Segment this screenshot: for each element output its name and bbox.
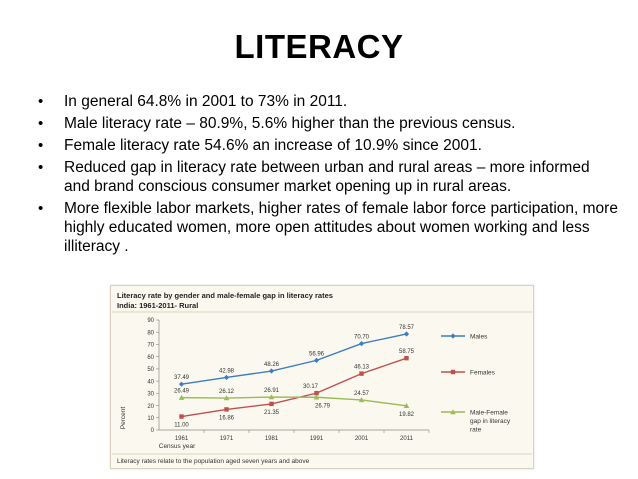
- legend-marker: [450, 369, 456, 375]
- y-axis-label: Percent: [120, 407, 127, 430]
- data-label: 26.12: [219, 389, 235, 395]
- y-tick-label: 50: [147, 367, 154, 373]
- data-label: 46.13: [354, 365, 370, 371]
- chart-subtitle: India: 1961-2011- Rural: [117, 301, 198, 310]
- chart-footnote: Literacy rates relate to the population …: [117, 458, 310, 465]
- y-tick-label: 60: [147, 355, 154, 361]
- series-line-0: [181, 333, 407, 385]
- bullet-text: Male literacy rate – 80.9%, 5.6% higher …: [64, 115, 516, 132]
- slide-title: LITERACY: [234, 28, 404, 65]
- data-point: [179, 414, 184, 419]
- data-point: [223, 395, 230, 401]
- data-point: [269, 401, 274, 407]
- data-label: 37.49: [174, 375, 190, 381]
- x-tick-label: 1991: [310, 436, 324, 442]
- chart-title: Literacy rate by gender and male-female …: [117, 291, 333, 300]
- data-label: 16.86: [219, 415, 235, 421]
- bullet-dot-icon: •: [38, 115, 44, 132]
- bullet-text: In general 64.8% in 2001 to 73% in 2011.: [64, 93, 348, 110]
- legend-marker: [450, 409, 456, 415]
- x-tick-label: 2011: [400, 436, 414, 442]
- y-tick-label: 40: [147, 379, 154, 385]
- series-line-2: [181, 396, 407, 407]
- data-label: 26.91: [264, 388, 280, 394]
- data-point: [403, 331, 410, 337]
- data-point: [313, 394, 320, 400]
- bullet-dot-icon: •: [38, 137, 44, 154]
- data-label: 19.82: [399, 412, 415, 418]
- data-label: 78.57: [399, 325, 415, 331]
- legend-label: Males: [470, 333, 488, 340]
- bullet-item: • Female literacy rate 54.6% an increase …: [38, 136, 618, 155]
- bullet-item: • Male literacy rate – 80.9%, 5.6% higher…: [38, 114, 618, 133]
- literacy-chart-figure: Literacy rate by gender and male-female …: [110, 285, 534, 469]
- data-label: 30.17: [303, 384, 319, 390]
- bullet-text: Reduced gap in literacy rate between urb…: [64, 159, 590, 195]
- data-point: [359, 371, 364, 376]
- plot-area: 0 10 20 30 40 50 60 70 80 90 1961 1971 1981 1991 2001 2…: [147, 318, 511, 442]
- legend-label: Females: [470, 369, 496, 376]
- bullet-dot-icon: •: [38, 200, 44, 217]
- legend-marker: [450, 333, 456, 339]
- bullet-dot-icon: •: [38, 93, 44, 110]
- bullet-list: • In general 64.8% in 2001 to 73% in 2011…: [38, 92, 618, 259]
- bullet-dot-icon: •: [38, 159, 44, 176]
- bullet-text: More flexible labor markets, higher rate…: [64, 200, 618, 255]
- y-tick-label: 80: [147, 330, 154, 336]
- x-tick-label: 1961: [175, 436, 189, 442]
- y-tick-label: 10: [147, 416, 154, 422]
- data-point: [314, 390, 319, 396]
- bullet-item: • More flexible labor markets, higher rat…: [38, 199, 618, 256]
- y-tick-label: 70: [147, 343, 154, 349]
- x-axis-label: Census year: [159, 443, 196, 450]
- data-point: [178, 381, 185, 387]
- legend-label: rate: [470, 426, 482, 433]
- bullet-item: • Reduced gap in literacy rate between ur…: [38, 158, 618, 196]
- data-label: 21.35: [264, 410, 280, 416]
- data-label: 56.96: [309, 351, 325, 357]
- bullet-text: Female literacy rate 54.6% an increase o…: [64, 137, 482, 154]
- x-tick-label: 1981: [265, 436, 279, 442]
- data-point: [403, 402, 410, 408]
- data-point: [268, 394, 275, 400]
- data-label: 70.70: [354, 335, 370, 341]
- data-point: [268, 368, 275, 374]
- data-label: 26.49: [174, 389, 190, 395]
- data-label: 26.79: [315, 403, 331, 409]
- data-label: 48.26: [264, 362, 280, 368]
- data-label: 42.98: [219, 368, 235, 374]
- data-point: [224, 407, 229, 412]
- data-label: 11.00: [174, 423, 189, 429]
- legend-label: Male-Female: [470, 409, 508, 416]
- x-tick-label: 2001: [355, 436, 369, 442]
- data-label: 58.75: [399, 349, 415, 355]
- bullet-item: • In general 64.8% in 2001 to 73% in 2011…: [38, 92, 618, 111]
- literacy-line-chart: Literacy rate by gender and male-female …: [112, 291, 532, 465]
- data-point: [358, 397, 365, 403]
- data-point: [313, 357, 320, 363]
- data-point: [223, 374, 230, 381]
- series-line-1: [181, 357, 407, 418]
- y-tick-label: 90: [147, 318, 154, 324]
- data-point: [178, 394, 185, 400]
- y-tick-label: 30: [147, 392, 154, 398]
- legend-label: gap in literacy: [470, 418, 511, 425]
- x-tick-label: 1971: [220, 436, 234, 442]
- data-point: [404, 355, 409, 361]
- data-point: [358, 340, 365, 347]
- y-tick-label: 20: [147, 404, 154, 410]
- data-label: 24.57: [354, 391, 370, 397]
- y-tick-label: 0: [151, 428, 155, 434]
